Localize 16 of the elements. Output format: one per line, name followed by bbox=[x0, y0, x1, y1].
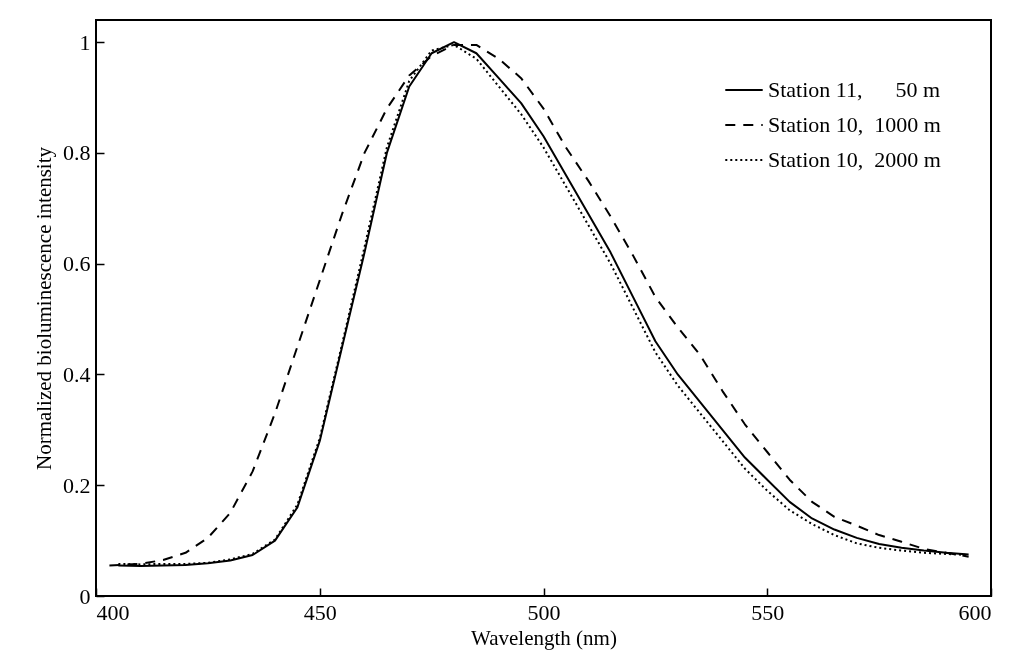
x-axis-title: Wavelength (nm) bbox=[471, 625, 617, 650]
x-tick-label: 600 bbox=[958, 599, 992, 625]
legend-label: Station 10, 1000 m bbox=[768, 112, 941, 137]
y-axis-title: Normalized bioluminescence intensity bbox=[32, 146, 56, 471]
legend-label: Station 10, 2000 m bbox=[768, 147, 941, 172]
x-tick-label: 500 bbox=[527, 599, 561, 625]
y-tick-label: 0.2 bbox=[63, 472, 91, 498]
y-tick-label: 0.6 bbox=[63, 251, 91, 277]
x-tick-label: 450 bbox=[303, 599, 337, 625]
y-tick-label: 0.8 bbox=[63, 140, 91, 166]
legend-label: Station 11, 50 m bbox=[768, 77, 941, 102]
y-tick-label: 0.4 bbox=[63, 361, 91, 387]
y-tick-label: 0 bbox=[79, 583, 91, 609]
x-tick-label: 400 bbox=[96, 599, 130, 625]
y-tick-label: 1 bbox=[79, 29, 91, 55]
x-tick-label: 550 bbox=[751, 599, 785, 625]
